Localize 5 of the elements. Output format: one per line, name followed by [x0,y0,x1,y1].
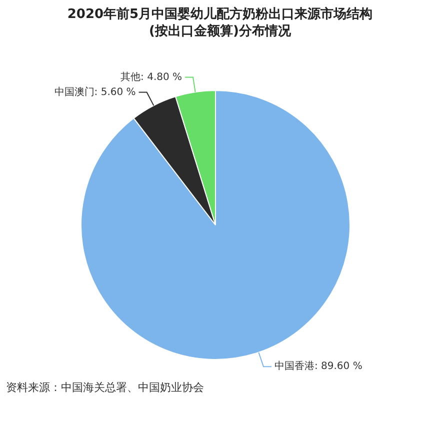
slice-label: 中国香港: 89.60 % [274,360,362,372]
slice-label: 其他: 4.80 % [120,70,182,83]
text: 资料来源：中国海关总署、中国奶业协会 [6,380,204,395]
slice-label: 中国澳门: 5.60 % [54,86,136,98]
chart-title: 2020年前5月中国婴幼儿配方奶粉出口来源市场结构(按出口金额算)分布情况 [66,6,374,40]
